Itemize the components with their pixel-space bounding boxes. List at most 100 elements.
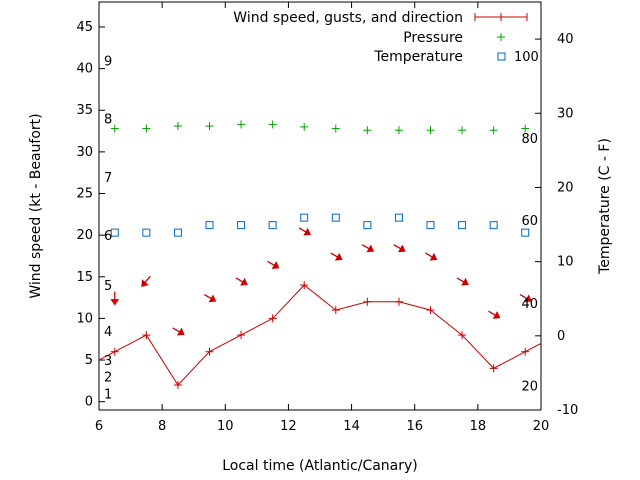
x-tick-label: 12 [280, 419, 297, 434]
legend-label-pressure: Pressure [403, 30, 463, 46]
plot-frame [98, 1, 542, 411]
fahrenheit-label: 20 [521, 380, 538, 395]
wind-direction-arrow [141, 275, 151, 287]
temperature-point [110, 228, 119, 237]
temperature-point [521, 228, 530, 237]
beaufort-label: 1 [104, 387, 112, 402]
temperature-point [394, 213, 403, 222]
temperature-point [489, 221, 498, 230]
legend-label-wind: Wind speed, gusts, and direction [233, 10, 463, 26]
y2-tick-label: -10 [557, 403, 578, 418]
y-tick-label: 0 [85, 395, 93, 410]
y2-axis-title: Temperature (C - F) [597, 138, 613, 275]
legend-label-temperature: Temperature [373, 49, 463, 65]
y2-tick-label: 20 [557, 180, 574, 195]
arrow-head [334, 252, 343, 261]
y-tick-label: 15 [76, 270, 93, 285]
x-tick-label: 16 [406, 419, 423, 434]
pressure-point [458, 126, 467, 135]
temperature-point [268, 221, 277, 230]
y-tick-label: 30 [76, 145, 93, 160]
wind-point [300, 281, 309, 290]
temperature-point [363, 221, 372, 230]
arrow-head [429, 252, 438, 261]
pressure-point [173, 122, 182, 131]
beaufort-label: 4 [104, 325, 112, 340]
fahrenheit-label: 40 [521, 297, 538, 312]
pressure-point [394, 126, 403, 135]
legend-swatch-pressure [497, 33, 505, 41]
wind-point [489, 364, 498, 373]
pressure-point [110, 124, 119, 133]
axis-ticks [98, 2, 542, 411]
wind-point [268, 314, 277, 323]
wind-direction-arrow [519, 294, 533, 303]
x-axis-title: Local time (Atlantic/Canary) [222, 458, 418, 474]
pressure-point [426, 126, 435, 135]
wind-direction-arrow [488, 310, 501, 319]
temperature-point [426, 221, 435, 230]
wind-point [205, 347, 214, 356]
wind-direction-arrow [267, 260, 280, 269]
pressure-point [489, 126, 498, 135]
pressure-point [142, 124, 151, 133]
y-tick-label: 5 [85, 353, 93, 368]
y-axis-title: Wind speed (kt - Beaufort) [28, 113, 44, 298]
pressure-point [521, 124, 530, 133]
wind-direction-arrow [110, 291, 120, 306]
arrow-head [176, 327, 185, 336]
pressure-point [331, 124, 340, 133]
beaufort-label: 9 [104, 54, 112, 69]
beaufort-label: 2 [104, 371, 112, 386]
y2-tick-label: 10 [557, 255, 574, 270]
x-tick-label: 10 [217, 419, 234, 434]
wind-point [142, 331, 151, 340]
wind-direction-arrow [203, 294, 217, 303]
beaufort-label: 7 [104, 171, 112, 186]
y-tick-label: 35 [76, 103, 93, 118]
temperature-point [458, 221, 467, 230]
arrow-head [461, 277, 469, 286]
pressure-point [205, 122, 214, 131]
arrow-head [208, 294, 217, 303]
arrow-head [110, 299, 120, 306]
pressure-point [237, 120, 246, 129]
y2-tick-label: 30 [557, 106, 574, 121]
wind-point [458, 331, 467, 340]
temperature-point [205, 221, 214, 230]
temperature-point [237, 221, 246, 230]
legend-swatch-temperature [497, 52, 506, 61]
beaufort-label: 8 [104, 113, 112, 128]
pressure-point [300, 122, 309, 131]
legend: Wind speed, gusts, and direction Pressur… [233, 10, 539, 65]
legend-extra-label: 100 [514, 50, 539, 65]
y-tick-label: 45 [76, 20, 93, 35]
arrow-head [492, 311, 501, 319]
fahrenheit-label: 60 [521, 214, 538, 229]
x-tick-label: 8 [158, 419, 166, 434]
wind-point [331, 306, 340, 315]
wind-point [173, 381, 182, 390]
series-marks [98, 120, 542, 390]
x-tick-label: 6 [95, 419, 103, 434]
beaufort-label: 6 [104, 229, 112, 244]
arrow-head [240, 277, 248, 286]
arrow-head [271, 261, 280, 269]
y-tick-label: 25 [76, 187, 93, 202]
y-tick-label: 40 [76, 62, 93, 77]
arrow-head [524, 294, 533, 303]
pressure-point [268, 120, 277, 129]
wind-point [110, 347, 119, 356]
temperature-point [142, 228, 151, 237]
pressure-point [363, 126, 372, 135]
x-tick-label: 20 [533, 419, 550, 434]
temperature-point [300, 213, 309, 222]
arrow-head [366, 244, 375, 253]
wind-direction-arrow [330, 252, 343, 261]
y2-tick-label: 40 [557, 32, 574, 47]
y-tick-label: 10 [76, 311, 93, 326]
temperature-point [331, 213, 340, 222]
x-tick-label: 14 [343, 419, 360, 434]
x-tick-label: 18 [470, 419, 487, 434]
